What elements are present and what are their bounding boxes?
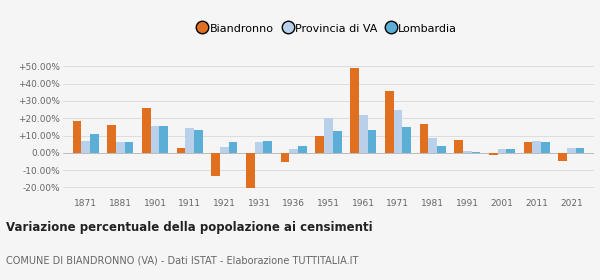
Bar <box>194 130 203 153</box>
Bar <box>350 68 359 153</box>
Bar <box>524 143 532 153</box>
Bar <box>333 131 341 153</box>
Bar <box>160 126 168 153</box>
Bar <box>316 136 324 153</box>
Bar <box>419 124 428 153</box>
Bar <box>298 146 307 153</box>
Bar <box>385 92 394 153</box>
Bar <box>394 110 402 153</box>
Bar <box>90 134 98 153</box>
Bar <box>176 148 185 153</box>
Bar <box>368 130 376 153</box>
Bar <box>454 140 463 153</box>
Bar <box>142 108 151 153</box>
Bar <box>472 152 481 153</box>
Bar <box>281 153 289 162</box>
Bar <box>255 142 263 153</box>
Bar <box>185 128 194 153</box>
Text: COMUNE DI BIANDRONNO (VA) - Dati ISTAT - Elaborazione TUTTITALIA.IT: COMUNE DI BIANDRONNO (VA) - Dati ISTAT -… <box>6 255 358 265</box>
Bar <box>567 148 576 153</box>
Bar <box>229 143 238 153</box>
Bar <box>489 153 497 155</box>
Bar <box>116 143 125 153</box>
Bar <box>151 126 160 153</box>
Bar <box>359 115 368 153</box>
Bar <box>541 142 550 153</box>
Bar <box>506 149 515 153</box>
Bar <box>211 153 220 176</box>
Bar <box>324 118 333 153</box>
Bar <box>107 125 116 153</box>
Bar <box>576 148 584 153</box>
Bar <box>220 147 229 153</box>
Bar <box>559 153 567 160</box>
Bar <box>463 151 472 153</box>
Bar <box>532 141 541 153</box>
Bar <box>402 127 411 153</box>
Bar <box>125 142 133 153</box>
Text: Variazione percentuale della popolazione ai censimenti: Variazione percentuale della popolazione… <box>6 221 373 234</box>
Bar <box>246 153 255 188</box>
Bar <box>437 146 446 153</box>
Legend: Biandronno, Provincia di VA, Lombardia: Biandronno, Provincia di VA, Lombardia <box>196 20 461 37</box>
Bar <box>73 121 81 153</box>
Bar <box>263 141 272 153</box>
Bar <box>289 149 298 153</box>
Bar <box>81 141 90 153</box>
Bar <box>497 149 506 153</box>
Bar <box>428 138 437 153</box>
